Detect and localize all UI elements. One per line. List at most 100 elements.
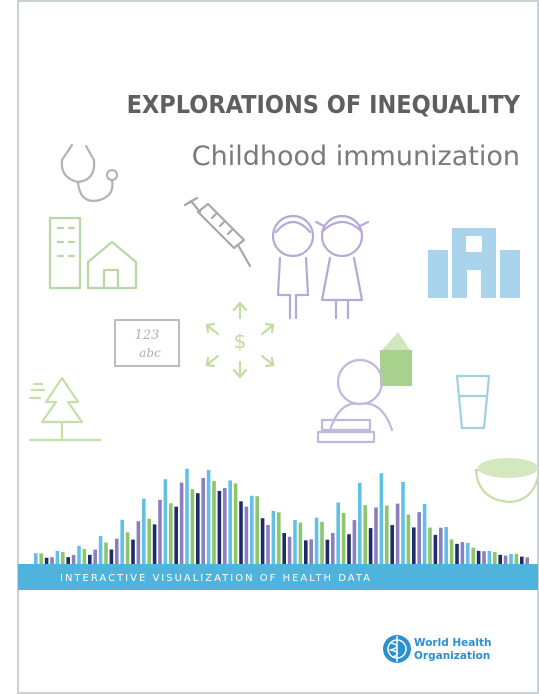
decor-bar [77, 546, 81, 564]
decor-bar [520, 557, 524, 564]
decor-bar [423, 504, 427, 564]
decor-bar [515, 554, 519, 564]
decor-bar [131, 540, 135, 564]
decor-bar [245, 507, 249, 564]
decor-bar [390, 525, 394, 564]
decor-bar [304, 540, 308, 564]
decor-bar [158, 500, 162, 564]
decor-bar [104, 543, 108, 564]
decor-bar [282, 533, 286, 564]
decor-bar [185, 469, 189, 564]
decor-bar [450, 539, 454, 564]
decor-bar [309, 539, 313, 564]
decor-bar [191, 489, 195, 564]
decor-bar [88, 555, 92, 564]
decor-bar [169, 503, 173, 564]
decor-bar [234, 483, 238, 564]
decor-bar [266, 525, 270, 564]
decor-bar [115, 539, 119, 564]
decor-bar [353, 520, 357, 564]
book-cover: EXPLORATIONS OF INEQUALITY Childhood imm… [0, 0, 539, 694]
title: EXPLORATIONS OF INEQUALITY [127, 90, 521, 119]
decor-bar [228, 480, 232, 564]
decor-bar [320, 522, 324, 564]
decor-bar [455, 544, 459, 564]
decor-bar [434, 535, 438, 564]
board-letter-text: abc [139, 346, 161, 360]
decor-bar [56, 551, 60, 564]
page: EXPLORATIONS OF INEQUALITY Childhood imm… [0, 0, 539, 694]
decor-bar [331, 533, 335, 564]
decor-bar [461, 542, 465, 564]
decor-bar [509, 554, 513, 564]
decor-bar [153, 524, 157, 564]
decor-bar [477, 551, 481, 564]
decor-bar [428, 528, 432, 564]
decor-bar [347, 534, 351, 564]
decor-bar [120, 520, 124, 564]
decor-bar [412, 527, 416, 564]
decor-bar [212, 481, 216, 564]
decor-bar [363, 505, 367, 564]
decor-bar [180, 483, 184, 564]
decor-bar [83, 549, 87, 564]
decor-bar [466, 543, 470, 564]
board-number-text: 123 [135, 328, 160, 343]
decor-bar [99, 536, 103, 564]
decor-bar [196, 493, 200, 564]
decor-bar [293, 520, 297, 564]
subtitle: Childhood immunization [192, 141, 520, 172]
decor-bar [299, 523, 303, 564]
decor-bar [272, 511, 276, 564]
decor-bar [174, 507, 178, 564]
decor-bar [380, 473, 384, 564]
decor-bar [417, 512, 421, 564]
decor-bar [444, 527, 448, 564]
decor-bar [482, 551, 486, 564]
decor-bar [147, 519, 151, 564]
decor-bar [164, 479, 168, 564]
decor-bar [72, 555, 76, 564]
decor-bar [137, 521, 141, 564]
decor-bar [315, 518, 319, 564]
decor-bar [39, 553, 43, 564]
decor-bar [342, 513, 346, 564]
decor-bar [336, 503, 340, 564]
decor-bar [126, 532, 130, 564]
decor-bar [407, 515, 411, 564]
banner-text: INTERACTIVE VISUALIZATION OF HEALTH DATA [60, 573, 372, 584]
svg-text:$: $ [234, 329, 247, 353]
decor-bar [207, 470, 211, 564]
decor-bar [369, 528, 373, 564]
decor-bar [261, 518, 265, 564]
decor-bar [471, 548, 475, 564]
decor-bar [277, 512, 281, 564]
decor-bar [401, 482, 405, 564]
decor-bar [396, 504, 400, 564]
decor-bar [439, 528, 443, 564]
decor-bar [488, 551, 492, 564]
decor-bar [498, 555, 502, 564]
decor-bar [493, 552, 497, 564]
decor-bar [45, 558, 49, 564]
decor-bar [358, 483, 362, 564]
decor-bar [255, 496, 259, 564]
publisher-line-2: Organization [414, 650, 490, 662]
decor-bar [61, 552, 65, 564]
decor-bar [250, 496, 254, 564]
decor-bar [525, 557, 529, 564]
publisher-line-1: World Health [414, 637, 491, 649]
decor-bar [66, 557, 70, 564]
decor-bar [93, 550, 97, 564]
decor-bar [374, 507, 378, 564]
decor-bar [504, 556, 508, 564]
decor-bar [201, 478, 205, 564]
decor-bar [110, 550, 114, 564]
decor-bar [239, 501, 243, 564]
decor-bar [218, 491, 222, 564]
decor-bar [326, 540, 330, 564]
decor-bar [288, 537, 292, 564]
decor-bar [223, 488, 227, 564]
decor-bar [50, 557, 54, 564]
decor-bar [142, 499, 146, 564]
